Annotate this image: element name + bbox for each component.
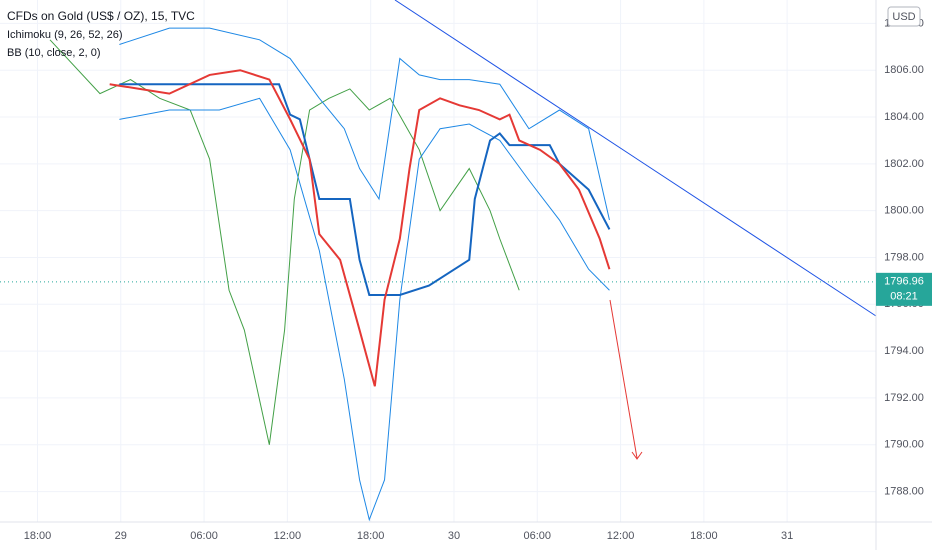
x-tick-label: 12:00 — [274, 530, 302, 542]
grid — [0, 0, 876, 522]
series-line — [119, 83, 611, 296]
x-tick-label: 31 — [781, 530, 793, 542]
x-tick-label: 06:00 — [523, 530, 551, 542]
last-price-box — [876, 272, 932, 306]
x-tick-label: 18:00 — [357, 530, 385, 542]
indicator-label: BB (10, close, 2, 0) — [7, 47, 101, 59]
y-tick-label: 1798.00 — [884, 251, 924, 263]
y-tick-label: 1788.00 — [884, 485, 924, 497]
y-tick-label: 1794.00 — [884, 345, 924, 357]
last-price-label: 1796.96 — [884, 276, 924, 288]
arrow-head — [631, 451, 643, 460]
x-tick-label: 06:00 — [190, 530, 218, 542]
currency-box[interactable] — [887, 6, 921, 27]
currency[interactable]: USD — [892, 11, 915, 23]
x-tick-label: 30 — [448, 530, 460, 542]
countdown-label: 08:21 — [890, 291, 918, 303]
x-tick-label: 18:00 — [690, 530, 718, 542]
indicator-label: Ichimoku (9, 26, 52, 26) — [7, 29, 123, 41]
y-tick-label: 1792.00 — [884, 392, 924, 404]
x-tick-label: 29 — [115, 530, 127, 542]
chart-title: CFDs on Gold (US$ / OZ), 15, TVC — [7, 9, 195, 23]
series-line — [49, 39, 520, 445]
series-line — [119, 97, 610, 522]
series-line — [109, 69, 611, 387]
series-line — [119, 27, 610, 221]
x-tick-label: 18:00 — [24, 530, 52, 542]
arrow-line — [609, 299, 638, 459]
y-tick-label: 1790.00 — [884, 439, 924, 451]
x-tick-label: 12:00 — [607, 530, 635, 542]
y-tick-label: 1802.00 — [884, 158, 924, 170]
plot — [0, 27, 876, 522]
y-tick-label: 1806.00 — [884, 64, 924, 76]
y-tick-label: 1800.00 — [884, 205, 924, 217]
trend-line — [394, 0, 877, 317]
axes: 1788.001790.001792.001794.001796.001798.… — [24, 17, 932, 542]
y-tick-label: 1804.00 — [884, 111, 924, 123]
